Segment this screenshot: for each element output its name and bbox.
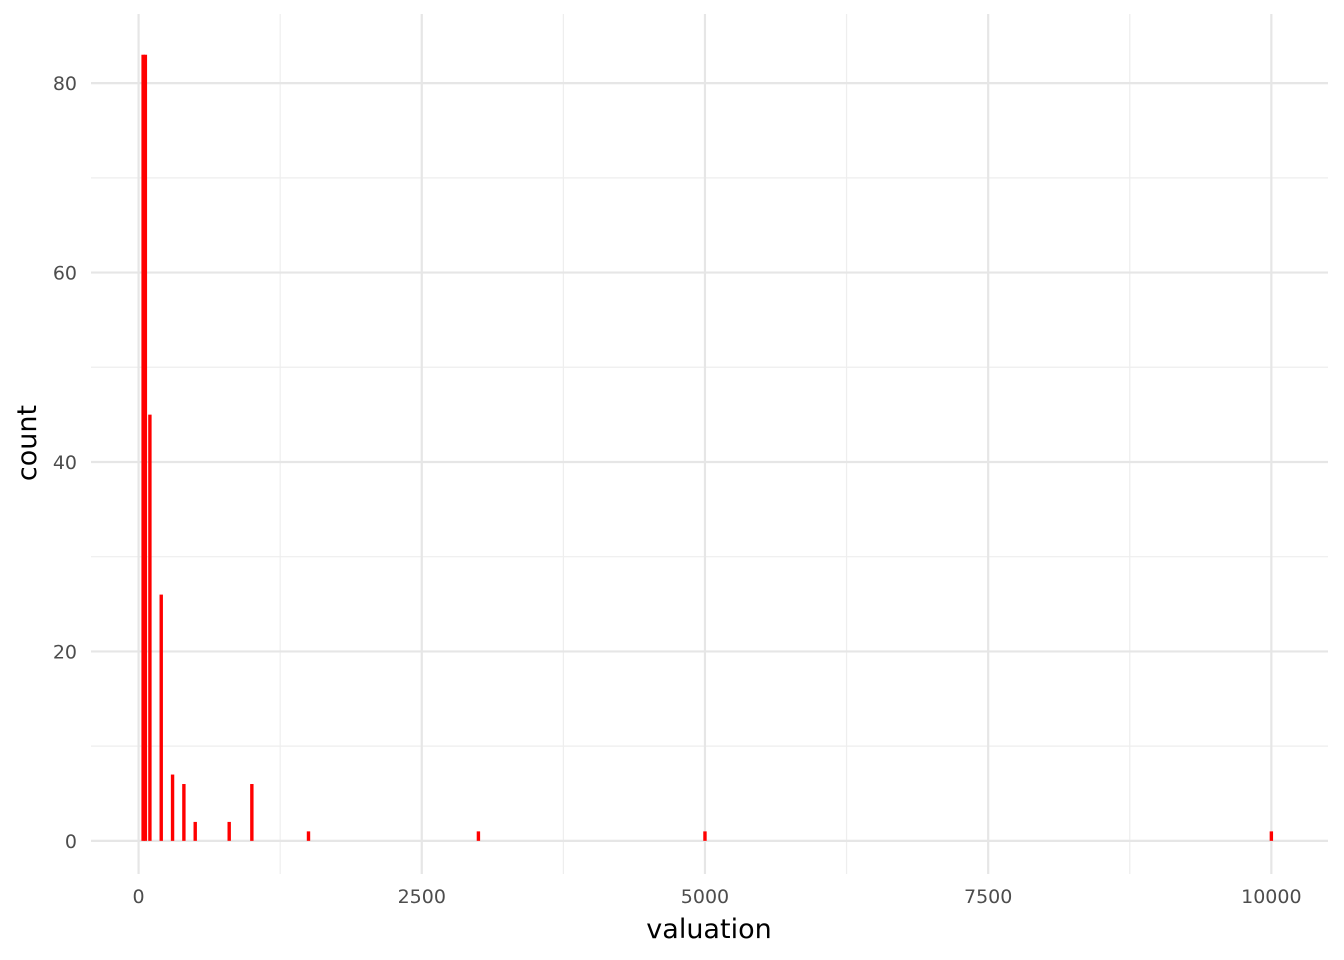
y-axis-title: count	[12, 405, 43, 481]
histogram-bar	[193, 821, 197, 841]
histogram-bar	[476, 831, 481, 841]
histogram-bar	[159, 594, 163, 841]
histogram-bar	[703, 831, 707, 841]
x-tick-label: 0	[133, 886, 145, 908]
histogram-bar	[143, 54, 148, 841]
y-tick-label: 80	[53, 73, 77, 95]
x-tick-label: 2500	[398, 886, 446, 908]
y-tick-label: 60	[53, 263, 77, 285]
x-tick-label: 10000	[1241, 886, 1301, 908]
histogram-bar	[148, 414, 152, 841]
x-tick-label: 7500	[964, 886, 1012, 908]
x-axis-tick-labels: 0 2500 5000 7500 10000	[133, 886, 1302, 908]
histogram-bar	[227, 821, 231, 841]
y-tick-label: 40	[53, 452, 77, 474]
histogram-bar	[1269, 831, 1274, 841]
bars	[141, 54, 1274, 841]
histogram-bar	[182, 784, 186, 841]
y-tick-label: 20	[53, 641, 77, 663]
histogram-bar	[250, 784, 254, 841]
histogram-bar	[170, 774, 175, 841]
histogram-bar	[306, 831, 311, 841]
histogram-bar	[141, 54, 145, 841]
x-tick-label: 5000	[681, 886, 729, 908]
x-axis-title: valuation	[646, 914, 771, 945]
grid-lines	[91, 14, 1328, 874]
y-tick-label: 0	[65, 831, 77, 853]
y-axis-tick-labels: 0 20 40 60 80	[53, 73, 77, 853]
